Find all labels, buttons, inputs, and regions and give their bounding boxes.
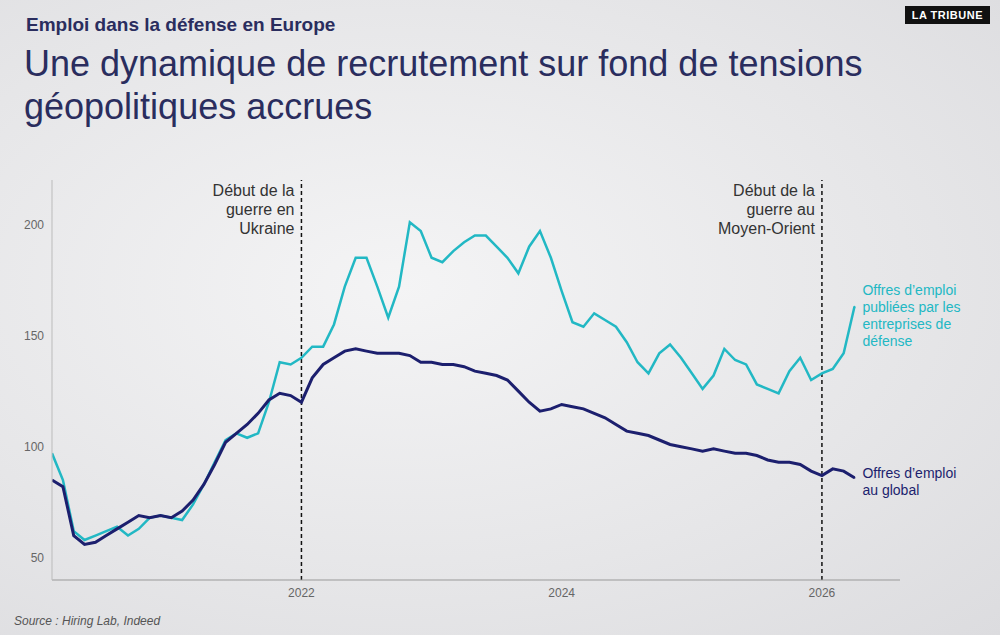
- svg-text:Offres d’emploipubliées par le: Offres d’emploipubliées par lesentrepris…: [862, 282, 960, 349]
- html-text:LA TRIBUNE: LA TRIBUNE: [911, 9, 983, 21]
- html-text:Une dynamique de recrutement s: Une dynamique de recrutement sur fond de…: [24, 43, 863, 127]
- svg-text:2022: 2022: [288, 586, 315, 600]
- svg-text:100: 100: [24, 440, 44, 454]
- svg-text:2026: 2026: [809, 586, 836, 600]
- svg-text:Début de laguerre auMoyen-Orie: Début de laguerre auMoyen-Orient: [718, 182, 815, 237]
- svg-text:200: 200: [24, 218, 44, 232]
- svg-text:50: 50: [31, 551, 45, 565]
- svg-text:2024: 2024: [548, 586, 575, 600]
- html-text:Emploi dans la défense en Euro: Emploi dans la défense en Europe: [26, 14, 336, 35]
- svg-text:Début de laguerre enUkraine: Début de laguerre enUkraine: [213, 182, 295, 237]
- svg-text:Offres d’emploiau global: Offres d’emploiau global: [862, 465, 956, 498]
- html-text:Source : Hiring Lab, Indeed: Source : Hiring Lab, Indeed: [14, 614, 161, 628]
- svg-text:150: 150: [24, 329, 44, 343]
